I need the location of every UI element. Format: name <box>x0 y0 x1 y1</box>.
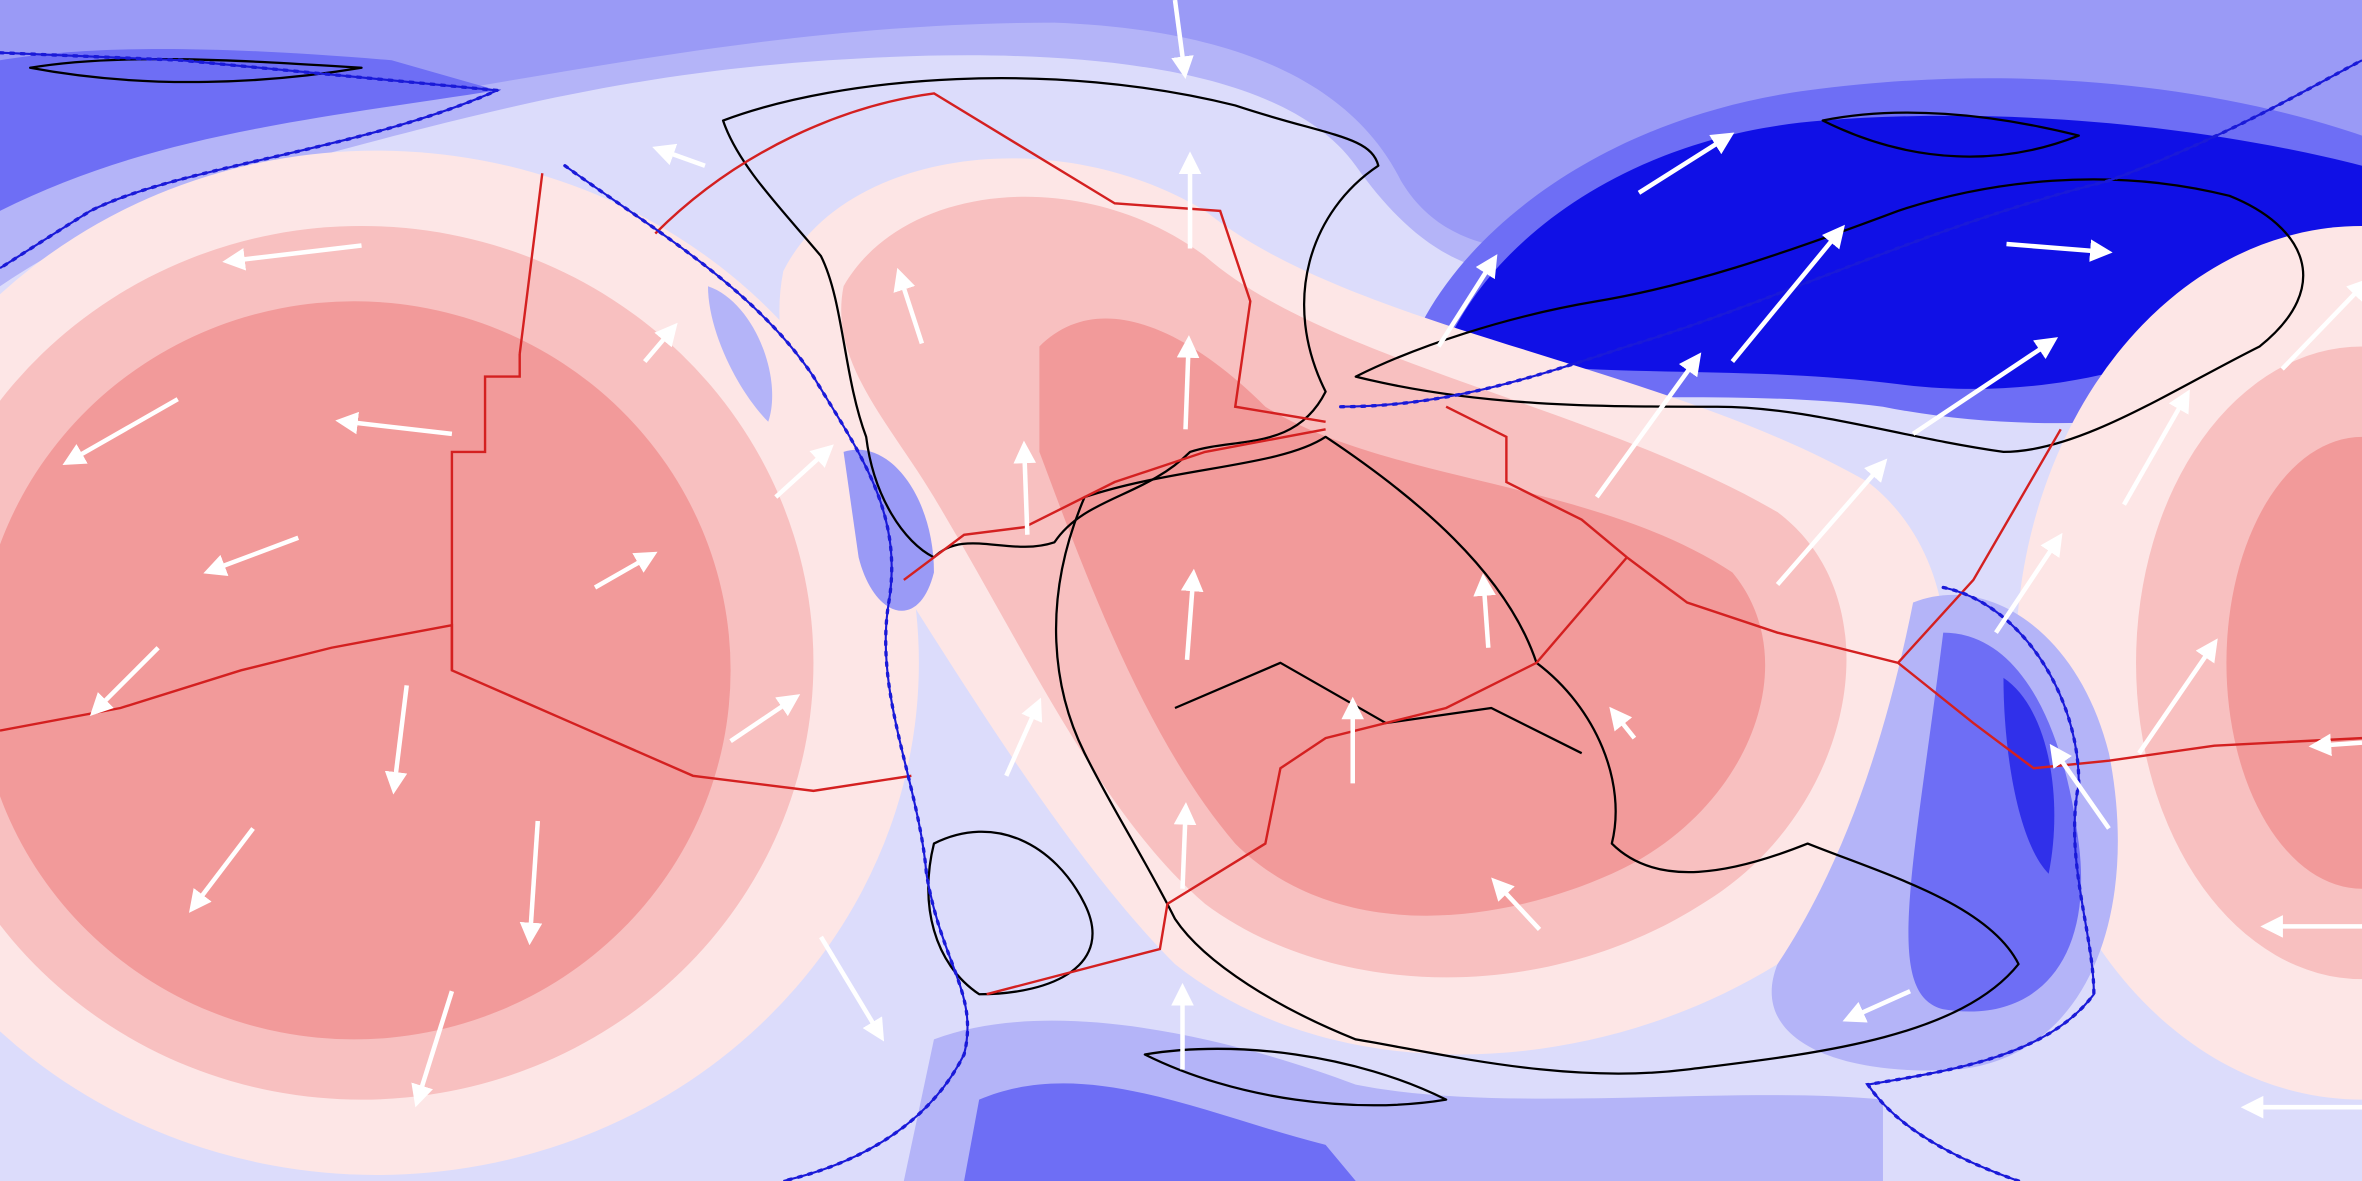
arrow <box>1180 568 1204 660</box>
arrow <box>1176 335 1200 430</box>
arrow <box>1775 458 1888 586</box>
arrow <box>652 143 706 168</box>
contour-pink <box>2226 436 2362 889</box>
velocity-arrows <box>62 0 2362 1119</box>
plate-boundaries <box>0 92 2362 996</box>
contour-blue-nw <box>0 48 498 211</box>
arrow <box>62 397 179 466</box>
arrow <box>593 551 658 590</box>
arrow <box>1004 697 1043 777</box>
arrow <box>2137 638 2218 755</box>
coastline <box>721 77 1380 559</box>
arrow <box>1842 989 1912 1023</box>
arrow <box>1637 132 1735 195</box>
trench <box>0 51 504 270</box>
coastline <box>1143 1047 1448 1107</box>
arrow <box>2049 743 2111 830</box>
arrow <box>1491 877 1542 931</box>
arrow <box>1473 573 1496 648</box>
arrow <box>2006 239 2113 262</box>
arrow <box>729 694 801 744</box>
subduction-zones <box>0 51 2362 1181</box>
arrow <box>203 535 300 577</box>
trench <box>563 164 970 1181</box>
arrow <box>335 411 453 437</box>
ridge <box>986 556 1628 996</box>
ridge <box>1897 428 2062 664</box>
ridge <box>903 428 1326 581</box>
contour-deep-blue <box>1446 115 2362 389</box>
arrow <box>1594 352 1702 499</box>
arrow <box>1609 706 1637 740</box>
ridge <box>450 353 521 671</box>
arrow <box>643 322 678 363</box>
contour-blue <box>964 1083 1356 1181</box>
arrow <box>1911 337 2059 436</box>
arrow <box>774 444 834 499</box>
coastline <box>927 830 1094 996</box>
contour-deep-blue <box>2003 677 2055 874</box>
arrow <box>1171 0 1194 79</box>
arrow <box>188 827 255 913</box>
ridge <box>654 92 1326 423</box>
ridge <box>518 173 544 355</box>
contour-pink <box>0 301 731 1040</box>
arrow <box>1013 440 1037 535</box>
contour-light-blue <box>707 286 773 422</box>
trench <box>1339 58 2362 409</box>
arrow <box>2122 389 2190 506</box>
arrow <box>1994 532 2063 634</box>
arrow <box>1730 224 1845 363</box>
arrow <box>2280 278 2362 371</box>
arrow <box>411 990 455 1108</box>
arrow <box>384 685 409 795</box>
arrow <box>89 646 160 716</box>
arrow <box>1436 254 1498 348</box>
arrow <box>1173 802 1197 889</box>
coastline <box>28 57 363 84</box>
trench <box>1865 585 2096 1181</box>
arrow <box>2308 733 2362 757</box>
ridge <box>1445 405 2362 770</box>
coastline <box>1821 111 2080 158</box>
arrow <box>819 935 885 1042</box>
coastline <box>1354 178 2305 454</box>
arrow <box>222 243 362 271</box>
arrow <box>893 267 925 345</box>
arrow <box>519 820 543 946</box>
